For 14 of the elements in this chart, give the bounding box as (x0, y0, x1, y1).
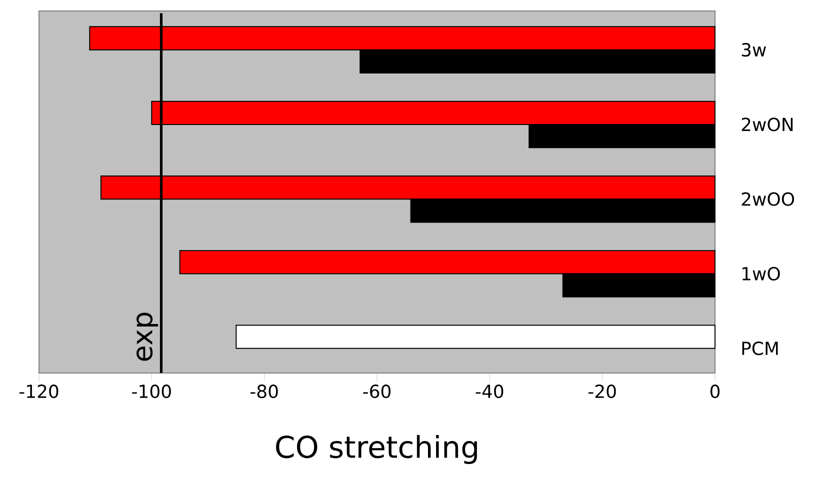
y-tick-label: 1wO (742, 266, 780, 281)
x-axis-title: CO stretching (276, 435, 477, 464)
x-tick-label: -80 (250, 384, 278, 398)
x-tick-label: 0 (710, 384, 720, 398)
ref-line-label: exp (136, 312, 158, 361)
x-tick-label: -40 (476, 384, 504, 398)
y-tick-label: 2wON (742, 118, 793, 132)
x-tick-label: -100 (132, 384, 171, 398)
x-tick-label: -20 (588, 384, 616, 398)
y-tick-label: 2wOO (742, 192, 794, 206)
y-tick-label: 3w (742, 43, 766, 57)
x-tick-label: -120 (19, 384, 58, 398)
x-tick-label: -60 (363, 384, 391, 398)
y-tick-label: PCM (742, 342, 778, 356)
